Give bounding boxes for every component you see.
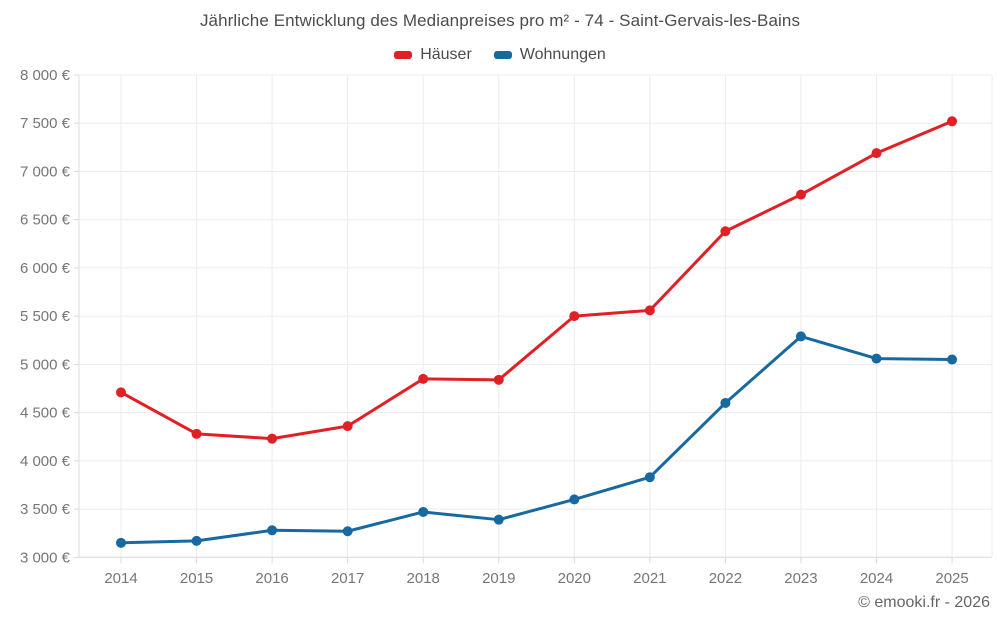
series-line-wohnungen xyxy=(119,334,954,545)
data-point-häuser-2024[interactable] xyxy=(871,148,882,159)
data-point-wohnungen-2021[interactable] xyxy=(644,472,655,483)
y-axis-label: 3 500 € xyxy=(20,501,71,518)
legend-swatch-wohnungen-icon xyxy=(493,51,512,59)
x-axis-label: 2018 xyxy=(407,570,440,587)
y-axis-label: 7 500 € xyxy=(20,115,71,132)
series-line-häuser xyxy=(119,119,954,441)
x-axis-label: 2023 xyxy=(784,570,817,587)
data-point-wohnungen-2020[interactable] xyxy=(569,494,580,505)
data-point-wohnungen-2023[interactable] xyxy=(795,331,806,342)
x-axis-label: 2021 xyxy=(633,570,666,587)
data-point-häuser-2014[interactable] xyxy=(116,387,126,398)
data-point-häuser-2017[interactable] xyxy=(342,421,353,432)
legend-swatch-haeuser-icon xyxy=(394,51,413,59)
data-point-wohnungen-2018[interactable] xyxy=(418,506,429,517)
y-axis-label: 5 500 € xyxy=(20,308,71,325)
y-axis-label: 4 500 € xyxy=(20,405,71,422)
data-point-häuser-2023[interactable] xyxy=(795,189,806,200)
copyright-footer: © emooki.fr - 2026 xyxy=(858,594,990,611)
data-point-häuser-2016[interactable] xyxy=(267,433,278,444)
legend-item-haeuser[interactable]: Häuser xyxy=(394,46,472,64)
data-point-wohnungen-2022[interactable] xyxy=(720,397,731,408)
y-axis-label: 6 500 € xyxy=(20,212,71,229)
data-point-wohnungen-2014[interactable] xyxy=(116,537,126,548)
y-axis-label: 4 000 € xyxy=(20,453,71,470)
x-axis-label: 2024 xyxy=(860,570,893,587)
x-axis-label: 2025 xyxy=(935,570,968,587)
legend-label-haeuser: Häuser xyxy=(420,46,472,63)
y-axis-label: 8 000 € xyxy=(20,67,71,84)
legend-item-wohnungen[interactable]: Wohnungen xyxy=(493,46,606,64)
chart-title: Jährliche Entwicklung des Medianpreises … xyxy=(199,11,801,30)
data-point-wohnungen-2016[interactable] xyxy=(267,525,278,536)
data-point-wohnungen-2015[interactable] xyxy=(191,535,202,546)
x-axis-label: 2019 xyxy=(482,570,515,587)
chart-legend: Häuser Wohnungen xyxy=(0,46,1000,64)
x-axis-label: 2017 xyxy=(331,570,364,587)
data-point-wohnungen-2017[interactable] xyxy=(342,526,353,537)
data-point-wohnungen-2024[interactable] xyxy=(871,353,882,364)
y-axis-label: 7 000 € xyxy=(20,163,71,180)
data-point-häuser-2025[interactable] xyxy=(947,116,958,127)
data-point-häuser-2019[interactable] xyxy=(493,374,504,385)
x-axis-label: 2015 xyxy=(180,570,213,587)
x-axis-label: 2016 xyxy=(255,570,288,587)
data-point-wohnungen-2025[interactable] xyxy=(947,354,958,365)
y-axis-label: 3 000 € xyxy=(20,549,71,566)
x-axis-label: 2022 xyxy=(709,570,742,587)
data-point-häuser-2021[interactable] xyxy=(644,305,655,316)
data-point-häuser-2015[interactable] xyxy=(191,428,202,439)
data-point-häuser-2022[interactable] xyxy=(720,226,731,237)
y-axis-label: 5 000 € xyxy=(20,356,71,373)
data-point-wohnungen-2019[interactable] xyxy=(493,514,504,525)
legend-label-wohnungen: Wohnungen xyxy=(519,46,606,63)
data-point-häuser-2018[interactable] xyxy=(418,373,429,384)
y-axis-label: 6 000 € xyxy=(20,260,71,277)
data-point-häuser-2020[interactable] xyxy=(569,311,580,322)
x-axis-label: 2020 xyxy=(558,570,591,587)
x-axis-label: 2014 xyxy=(104,570,137,587)
